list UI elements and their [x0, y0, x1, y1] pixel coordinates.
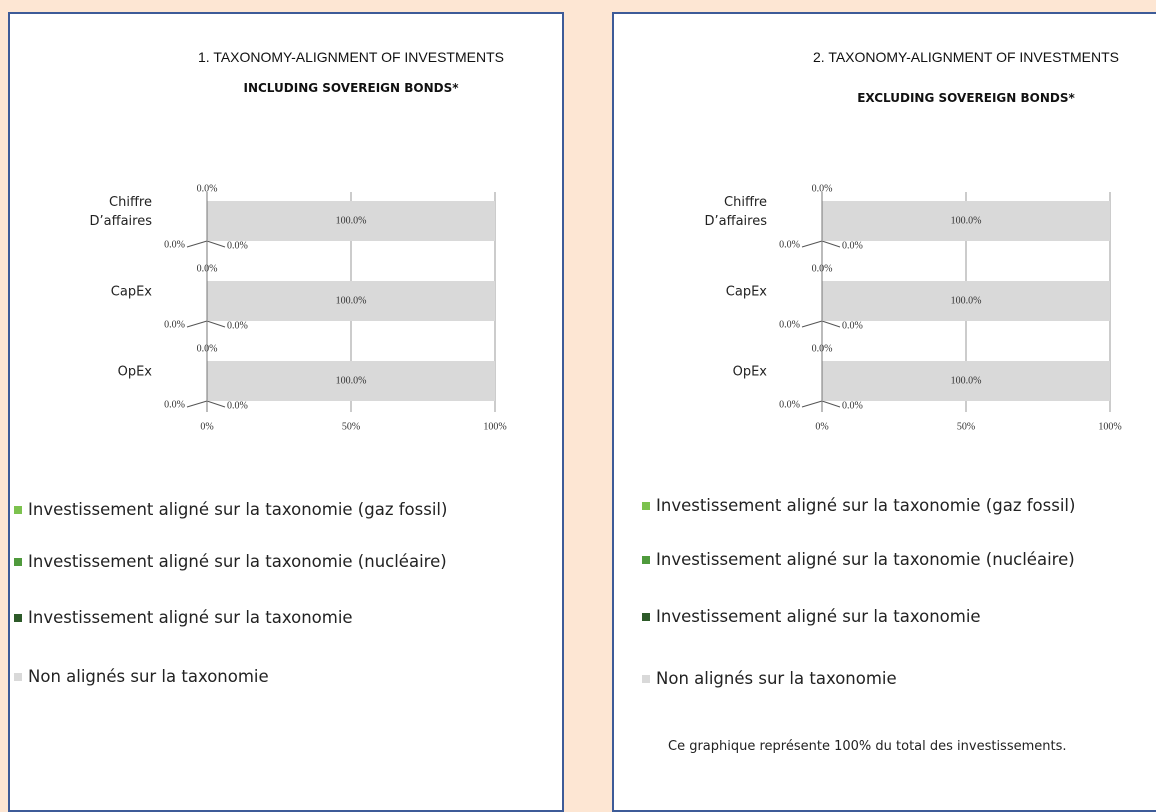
- chart-panel: 1. TAXONOMY-ALIGNMENT OF INVESTMENTS INCL…: [8, 12, 564, 812]
- bar-segment: [207, 201, 495, 241]
- legend-item: Non alignés sur la taxonomie: [14, 667, 269, 686]
- legend-swatch: [642, 501, 650, 510]
- leader-line: [206, 320, 226, 328]
- x-tick-label: 50%: [342, 421, 360, 432]
- leader-line: [206, 240, 226, 248]
- data-label: 0.0%: [842, 400, 863, 411]
- bar-segment: [822, 201, 1110, 241]
- legend-item: Investissement aligné sur la taxonomie: [642, 607, 981, 626]
- chart-panel: 2. TAXONOMY-ALIGNMENT OF INVESTMENTS EXCL…: [612, 12, 1156, 812]
- x-tick-label: 0%: [200, 421, 213, 432]
- data-label: 0.0%: [812, 183, 833, 194]
- legend-item: Investissement aligné sur la taxonomie (…: [642, 550, 1075, 569]
- legend-swatch: [14, 613, 22, 622]
- legend-item: Non alignés sur la taxonomie: [642, 669, 897, 688]
- data-label: 100.0%: [951, 215, 982, 226]
- leader-line: [186, 400, 208, 408]
- legend-label: Non alignés sur la taxonomie: [28, 667, 269, 686]
- x-tick-label: 50%: [957, 421, 975, 432]
- bar-segment: [822, 361, 1110, 401]
- x-tick-label: 100%: [483, 421, 506, 432]
- leader-line: [821, 320, 841, 328]
- chart-title: 2. TAXONOMY-ALIGNMENT OF INVESTMENTS: [813, 49, 1119, 65]
- leader-line: [821, 400, 841, 408]
- legend-swatch: [642, 612, 650, 621]
- legend-item: Investissement aligné sur la taxonomie (…: [14, 500, 447, 519]
- data-label: 100.0%: [336, 295, 367, 306]
- leader-line: [801, 400, 823, 408]
- footnote: Ce graphique représente 100% du total de…: [668, 739, 1067, 754]
- x-tick-label: 0%: [815, 421, 828, 432]
- legend-label: Investissement aligné sur la taxonomie: [28, 608, 353, 627]
- leader-line: [821, 240, 841, 248]
- data-label: 100.0%: [951, 375, 982, 386]
- chart: 2. TAXONOMY-ALIGNMENT OF INVESTMENTS EXCL…: [779, 49, 1122, 432]
- data-label: 0.0%: [779, 399, 800, 410]
- bar-segment: [822, 281, 1110, 321]
- data-label: 0.0%: [227, 400, 248, 411]
- leader-line: [801, 240, 823, 248]
- legend-label: Investissement aligné sur la taxonomie (…: [656, 496, 1076, 515]
- data-label: 0.0%: [842, 320, 863, 331]
- data-label: 0.0%: [197, 183, 218, 194]
- data-label: 0.0%: [779, 319, 800, 330]
- legend-item: Investissement aligné sur la taxonomie (…: [642, 496, 1075, 515]
- data-label: 100.0%: [336, 375, 367, 386]
- data-label: 0.0%: [227, 320, 248, 331]
- data-label: 100.0%: [951, 295, 982, 306]
- legend-swatch: [14, 672, 22, 681]
- leader-line: [186, 320, 208, 328]
- data-label: 100.0%: [336, 215, 367, 226]
- data-label: 0.0%: [842, 240, 863, 251]
- legend-label: Investissement aligné sur la taxonomie (…: [28, 552, 447, 571]
- page: {"chart_data": [ {"type": "stacked-bar",…: [8, 12, 1156, 812]
- category-label: OpEx: [732, 364, 767, 380]
- x-tick-label: 100%: [1098, 421, 1121, 432]
- data-label: 0.0%: [164, 399, 185, 410]
- bar-segment: [207, 361, 495, 401]
- data-label: 0.0%: [164, 239, 185, 250]
- legend-swatch: [14, 557, 22, 566]
- category-label: Chiffre D’affaires: [704, 195, 767, 229]
- legend-swatch: [642, 674, 650, 683]
- bar-segment: [207, 281, 495, 321]
- data-label: 0.0%: [227, 240, 248, 251]
- category-label: OpEx: [117, 364, 152, 380]
- chart-subtitle: EXCLUDING SOVEREIGN BONDS*: [857, 91, 1075, 105]
- category-label: CapEx: [110, 284, 152, 300]
- leader-line: [801, 320, 823, 328]
- legend-swatch: [642, 555, 650, 564]
- data-label: 0.0%: [779, 239, 800, 250]
- chart-subtitle: INCLUDING SOVEREIGN BONDS*: [243, 81, 459, 95]
- leader-line: [206, 400, 226, 408]
- category-label: Chiffre D’affaires: [89, 195, 152, 229]
- category-label: CapEx: [725, 284, 767, 300]
- chart-title: 1. TAXONOMY-ALIGNMENT OF INVESTMENTS: [198, 49, 504, 65]
- legend-label: Investissement aligné sur la taxonomie (…: [28, 500, 448, 519]
- legend-label: Investissement aligné sur la taxonomie (…: [656, 550, 1075, 569]
- chart: 1. TAXONOMY-ALIGNMENT OF INVESTMENTS INCL…: [164, 49, 507, 432]
- legend-item: Investissement aligné sur la taxonomie (…: [14, 552, 447, 571]
- legend-label: Investissement aligné sur la taxonomie: [656, 607, 981, 626]
- data-label: 0.0%: [164, 319, 185, 330]
- leader-line: [186, 240, 208, 248]
- legend-swatch: [14, 505, 22, 514]
- legend-label: Non alignés sur la taxonomie: [656, 669, 897, 688]
- legend-item: Investissement aligné sur la taxonomie: [14, 608, 353, 627]
